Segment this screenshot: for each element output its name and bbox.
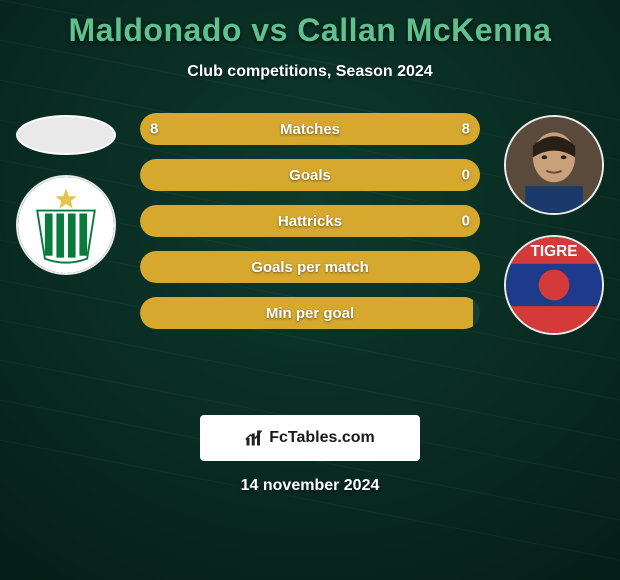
player-left-avatar <box>16 115 116 155</box>
stat-value-left: 8 <box>150 121 158 138</box>
stat-bar: Hattricks 0 <box>140 205 480 237</box>
stat-label: Min per goal <box>266 305 354 322</box>
stat-bar: Min per goal <box>140 297 480 329</box>
comparison-body: TIGRE Matches 8 8 Goals 0 Hattricks 0 Goals per… <box>0 103 620 393</box>
player-left-club-badge <box>16 175 116 275</box>
player-right-column: TIGRE <box>494 103 614 335</box>
stat-value-right: 0 <box>462 167 470 184</box>
stat-value-right: 0 <box>462 213 470 230</box>
stat-bars: Matches 8 8 Goals 0 Hattricks 0 Goals per match… <box>140 113 480 329</box>
stat-label: Hattricks <box>278 213 342 230</box>
player-right-avatar <box>504 115 604 215</box>
svg-text:TIGRE: TIGRE <box>531 243 578 260</box>
date-label: 14 november 2024 <box>0 477 620 495</box>
subtitle: Club competitions, Season 2024 <box>0 63 620 81</box>
page-title: Maldonado vs Callan McKenna <box>0 12 620 49</box>
stat-label: Goals <box>289 167 331 184</box>
stat-label: Goals per match <box>251 259 369 276</box>
player-left-column <box>6 103 126 275</box>
stat-value-right: 8 <box>462 121 470 138</box>
player-right-club-badge: TIGRE <box>504 235 604 335</box>
stat-bar: Matches 8 8 <box>140 113 480 145</box>
stat-label: Matches <box>280 121 340 138</box>
chart-icon <box>245 429 263 447</box>
stat-bar: Goals 0 <box>140 159 480 191</box>
stat-bar: Goals per match <box>140 251 480 283</box>
comparison-card: Maldonado vs Callan McKenna Club competi… <box>0 0 620 580</box>
branding-label: FcTables.com <box>269 429 375 447</box>
branding-box: FcTables.com <box>200 415 420 461</box>
